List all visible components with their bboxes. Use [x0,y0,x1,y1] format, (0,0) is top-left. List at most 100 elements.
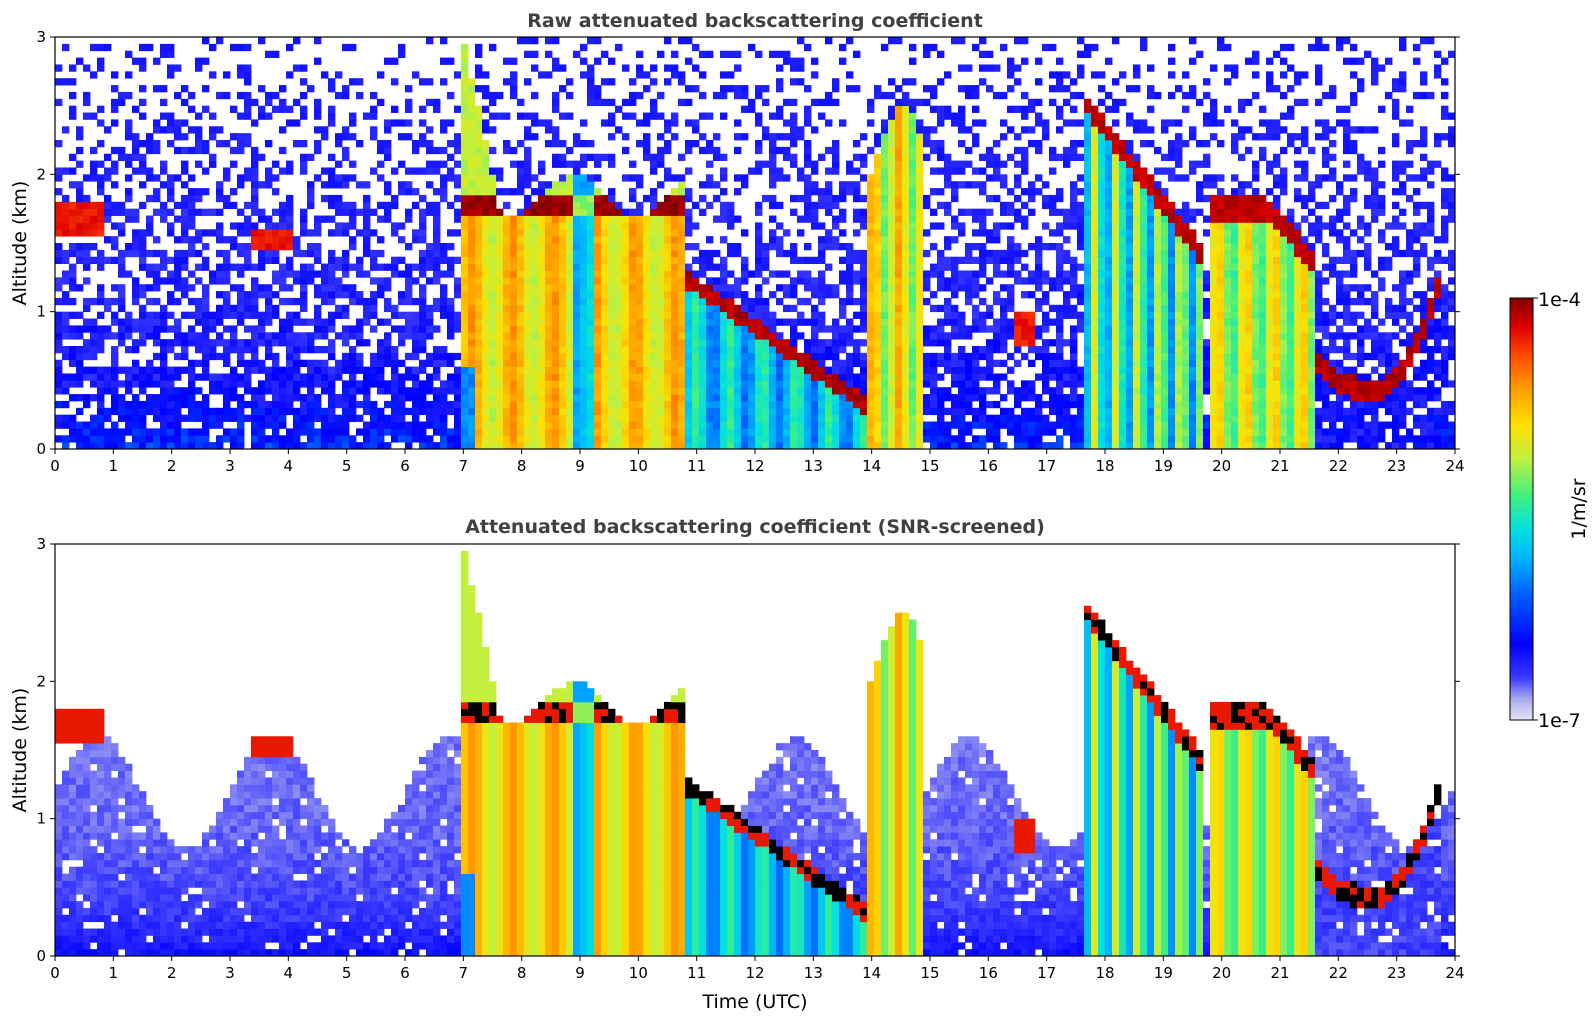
heat-cell [720,394,728,402]
heat-cell [489,194,497,203]
heat-cell [594,277,602,285]
heat-cell [881,215,889,223]
heat-cell [986,421,994,429]
heat-cell [678,435,686,443]
heat-cell [741,435,749,443]
heat-cell [447,201,455,210]
heat-cell [608,222,616,230]
heat-cell [839,373,847,381]
heat-cell [314,428,322,436]
heat-cell [132,346,140,354]
heat-cell [825,387,833,395]
heat-cell [860,435,868,443]
heat-cell [342,366,350,374]
heat-cell [797,126,805,134]
heat-cell [440,414,448,422]
heat-cell [923,140,931,148]
heat-cell [370,229,378,237]
heat-cell [755,50,763,58]
heat-cell [517,366,525,374]
heat-cell [468,407,476,416]
heat-cell [825,201,833,210]
heat-cell [643,140,651,148]
heat-cell [895,105,903,113]
heat-cell [783,380,791,388]
heat-cell [174,146,182,155]
heat-cell [545,249,553,258]
heat-cell [412,407,420,416]
heat-cell [860,284,868,292]
heat-cell [587,394,595,402]
heat-cell [111,85,119,93]
heat-cell [832,380,840,388]
heat-cell [930,243,938,251]
heat-cell [153,442,161,449]
heat-cell [559,311,567,319]
heat-cell [356,428,364,436]
heat-cell [685,325,693,333]
heat-cell [825,394,833,402]
heat-cell [181,215,189,223]
heat-cell [279,208,287,216]
heat-cell [461,407,469,416]
heat-cell [412,332,420,340]
heat-cell [839,407,847,416]
heat-cell [265,291,273,299]
heat-cell [412,366,420,374]
heat-cell [895,352,903,361]
heat-cell [902,332,910,340]
heat-cell [419,229,427,237]
heat-cell [685,380,693,388]
heat-cell [363,222,371,230]
heat-cell [188,442,196,449]
heat-cell [657,325,665,333]
heat-cell [811,311,819,319]
heat-cell [622,414,630,422]
heat-cell [692,339,700,347]
heat-cell [510,71,518,79]
heat-cell [734,174,742,182]
heat-cell [279,318,287,326]
heat-cell [720,284,728,292]
heat-cell [916,146,924,155]
heat-cell [524,311,532,319]
heat-cell [776,373,784,381]
heat-cell [629,78,637,86]
heat-cell [237,71,245,79]
heat-cell [825,188,833,196]
heat-cell [188,373,196,381]
heat-cell [825,407,833,416]
heat-cell [853,208,861,216]
heat-cell [377,318,385,326]
heat-cell [888,421,896,429]
heat-cell [755,167,763,175]
heat-cell [447,140,455,148]
heat-cell [776,318,784,326]
heat-cell [461,277,469,285]
heat-cell [573,263,581,271]
heat-cell [118,270,126,278]
heat-cell [454,284,462,292]
heat-cell [167,181,175,189]
heat-cell [76,243,84,251]
heat-cell [125,346,133,354]
heat-cell [909,263,917,271]
heat-cell [972,284,980,292]
heat-cell [972,366,980,374]
heat-cell [181,284,189,292]
heat-cell [468,194,476,203]
heat-cell [237,318,245,326]
heat-cell [209,229,217,237]
heat-cell [279,277,287,285]
heat-cell [944,359,952,367]
heat-cell [531,188,539,196]
heat-cell [762,400,770,409]
heat-cell [559,297,567,306]
heat-cell [251,359,259,367]
heat-cell [251,181,259,189]
heat-cell [363,318,371,326]
heat-cell [930,146,938,155]
heat-cell [405,215,413,223]
heat-cell [972,407,980,416]
